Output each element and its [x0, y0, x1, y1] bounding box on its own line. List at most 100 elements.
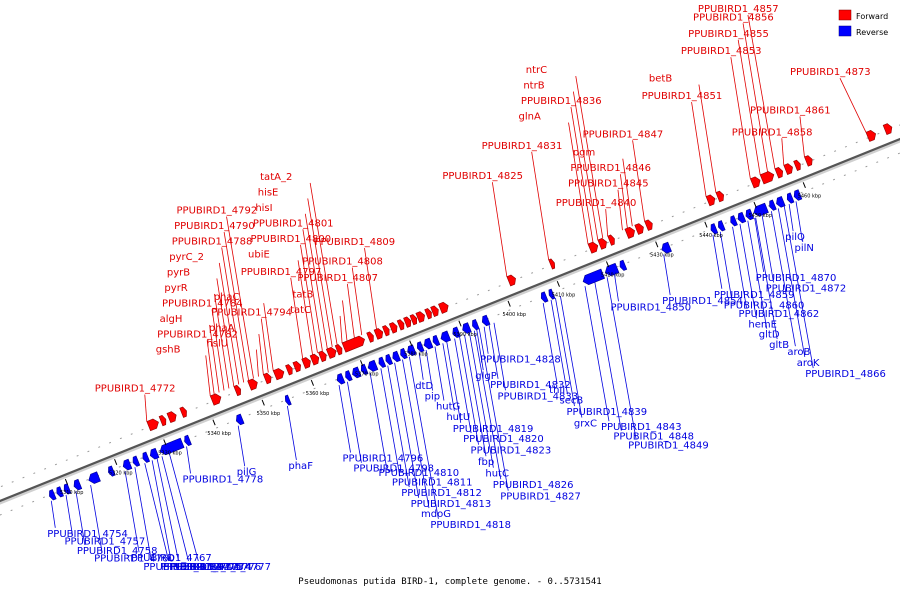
- reverse-track-dot: [681, 239, 684, 242]
- reverse-track-dot: [854, 170, 857, 172]
- forward-gene: [424, 308, 432, 320]
- reverse-gene-label-leader: [755, 217, 778, 340]
- forward-gene-label-leader: [622, 158, 633, 227]
- forward-gene-label-leader: [214, 293, 230, 389]
- forward-gene-label-leader: [691, 101, 707, 197]
- forward-gene-label: pyrC_2: [169, 252, 204, 263]
- reverse-gene-label: dtD: [415, 381, 433, 392]
- scale-tick-label: 5430 kbp: [650, 253, 674, 259]
- reverse-track-dot: [865, 165, 868, 168]
- forward-track-dot: [498, 285, 501, 287]
- gene-arrows: [49, 123, 893, 501]
- backbone-line: [0, 137, 900, 503]
- reverse-gene-label: PPUBIRD1_4843: [601, 422, 682, 433]
- forward-track-dot: [520, 276, 523, 279]
- forward-gene-label: hisI: [255, 203, 272, 214]
- forward-gene-label-leader: [698, 84, 717, 193]
- forward-gene: [409, 314, 418, 326]
- forward-gene-label-leader: [144, 394, 148, 422]
- reverse-gene: [452, 326, 461, 339]
- reverse-gene-label-leader: [446, 341, 462, 423]
- forward-gene-label: tatA_2: [260, 172, 292, 183]
- forward-gene: [644, 219, 653, 231]
- forward-gene: [705, 194, 716, 207]
- forward-gene: [382, 325, 390, 337]
- reverse-gene-label-leader: [739, 223, 757, 319]
- reverse-gene-label-leader: [483, 326, 489, 354]
- reverse-track-dot: [822, 183, 825, 185]
- reverse-track-dot: [270, 405, 273, 407]
- reverse-gene-label: PPUBIRD1_4848: [613, 432, 694, 443]
- legend-forward-swatch: [838, 9, 852, 21]
- reverse-gene: [423, 337, 434, 350]
- reverse-track-dot: [421, 344, 424, 346]
- reverse-gene: [786, 192, 795, 204]
- reverse-track-dot: [497, 313, 500, 316]
- forward-track-dot: [260, 380, 263, 383]
- reverse-gene-label-leader: [408, 356, 439, 519]
- scale-tick-label: 5330 kbp: [158, 451, 182, 457]
- forward-gene-label: pgm: [573, 148, 595, 159]
- reverse-track-dot: [324, 383, 327, 385]
- forward-gene-label: tatC: [290, 305, 311, 316]
- reverse-gene-label-leader: [476, 329, 484, 371]
- forward-gene: [415, 311, 425, 323]
- reverse-gene-label: PPUBIRD1_4819: [453, 424, 534, 435]
- reverse-gene-label: PPUBIRD1_4813: [411, 499, 492, 510]
- reverse-gene-label: pilG: [237, 467, 257, 478]
- forward-gene: [309, 353, 320, 366]
- reverse-gene-label-leader: [186, 446, 191, 474]
- forward-track-dot: [76, 454, 79, 457]
- forward-gene-label-leader: [256, 349, 259, 377]
- reverse-gene-label-leader: [788, 204, 794, 232]
- reverse-gene: [122, 458, 133, 471]
- backbone-shadow: [0, 138, 900, 505]
- forward-gene-label: PPUBIRD1_4836: [521, 96, 602, 107]
- reverse-track-dot: [53, 492, 56, 494]
- forward-track-dot: [541, 267, 544, 270]
- forward-gene-label-leader: [575, 76, 604, 239]
- forward-gene-label: pyrB: [167, 267, 190, 278]
- reverse-track-dot: [735, 217, 738, 220]
- reverse-gene-label-leader: [732, 226, 747, 308]
- reverse-track-dot: [216, 426, 219, 429]
- reverse-gene-label-leader: [777, 208, 806, 358]
- reverse-track-dot: [800, 191, 803, 194]
- reverse-gene: [400, 347, 408, 360]
- reverse-gene: [149, 447, 160, 460]
- forward-gene-label-leader: [568, 122, 589, 245]
- reverse-gene-label: hemE: [748, 319, 777, 330]
- scale-tick-mark: [212, 419, 216, 426]
- reverse-gene-label: PPUBIRD1_4754: [47, 529, 128, 540]
- forward-gene-label: PPUBIRD1_4792: [177, 206, 258, 217]
- forward-gene: [783, 163, 793, 175]
- reverse-gene-label: PPUBIRD1_4859: [714, 290, 795, 301]
- forward-track-dot: [736, 189, 739, 192]
- reverse-gene: [284, 394, 292, 406]
- reverse-track-dot: [10, 509, 13, 512]
- genome-caption: Pseudomonas putida BIRD-1, complete geno…: [298, 577, 602, 587]
- forward-gene-label: hslU: [206, 339, 228, 350]
- reverse-gene-label-leader: [747, 220, 768, 329]
- reverse-gene-label: PPUBIRD1_4860: [724, 300, 805, 311]
- scale-tick-label: 5460 kbp: [798, 193, 822, 199]
- reverse-track-dot: [248, 413, 251, 416]
- reverse-gene: [360, 363, 369, 375]
- forward-gene-label-leader: [209, 324, 220, 393]
- reverse-track-dot: [129, 461, 132, 464]
- reverse-gene-label: PPUBIRD1_4798: [353, 464, 434, 475]
- reverse-track-dot: [638, 257, 641, 259]
- forward-gene-label: ubiE: [248, 249, 270, 260]
- scale-tick-mark: [409, 340, 413, 347]
- forward-track-dot: [22, 476, 25, 479]
- scale-tick-mark: [360, 360, 364, 367]
- reverse-gene-label: pilQ: [785, 232, 805, 243]
- forward-gene: [334, 344, 343, 356]
- reverse-gene-label-leader: [237, 425, 246, 467]
- reverse-gene-label-leader: [493, 322, 506, 391]
- forward-gene-label-leader: [216, 278, 235, 387]
- forward-gene: [430, 305, 439, 317]
- forward-track-dot: [0, 485, 3, 488]
- forward-gene-label-leader: [263, 303, 274, 371]
- forward-gene: [388, 322, 398, 334]
